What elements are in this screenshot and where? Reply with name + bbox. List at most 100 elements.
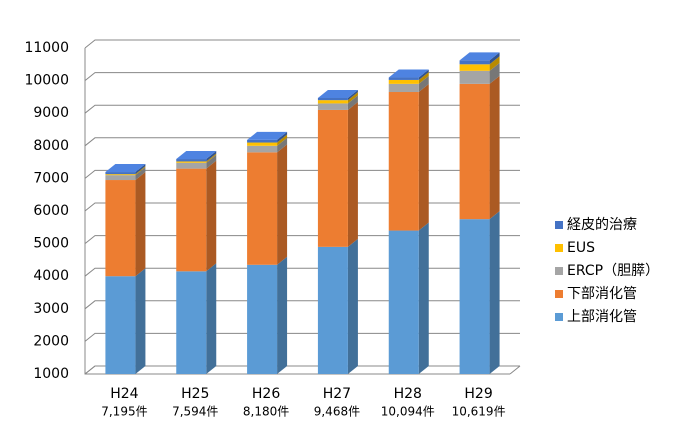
bar-top xyxy=(247,131,288,140)
bar-depth xyxy=(206,263,217,374)
bar-segment xyxy=(247,139,278,143)
bar-depth xyxy=(277,137,288,153)
bar-segment xyxy=(388,79,419,84)
bar-segment xyxy=(459,60,490,65)
bar-segment xyxy=(388,77,419,80)
legend-label: EUS xyxy=(567,240,595,256)
bar-depth xyxy=(206,160,217,272)
bar-segment xyxy=(247,152,278,265)
x-tick-label: H29 xyxy=(464,386,492,402)
bar-segment xyxy=(317,109,348,247)
bar-depth xyxy=(418,84,429,231)
bar-top xyxy=(317,89,358,98)
bar-segment xyxy=(176,159,207,162)
bar-top xyxy=(388,69,429,78)
bar-segment xyxy=(176,161,207,163)
bar-segment xyxy=(317,246,348,374)
bar-depth xyxy=(489,62,500,84)
grid-line xyxy=(84,104,520,114)
bar-top xyxy=(459,52,500,61)
grid-line xyxy=(84,72,520,81)
bar-depth xyxy=(206,153,217,163)
bar-depth xyxy=(135,164,146,175)
bar-depth xyxy=(277,134,288,146)
bar-depth xyxy=(347,238,358,374)
total-label: 10,619件 xyxy=(452,405,506,419)
y-tick-label: 9000 xyxy=(33,105,69,121)
bar-segment xyxy=(459,70,490,84)
bar-depth xyxy=(277,131,288,143)
bar-depth xyxy=(418,75,429,93)
bar-segment xyxy=(388,92,419,231)
bar-segment xyxy=(388,230,419,374)
bar-depth xyxy=(135,167,146,181)
total-label: 10,094件 xyxy=(381,405,435,419)
legend-label: ERCP（胆膵） xyxy=(567,263,659,279)
y-tick-label: 10000 xyxy=(24,73,69,89)
bar-segment xyxy=(317,103,348,110)
y-tick-label: 4000 xyxy=(33,268,69,284)
bar-segment xyxy=(388,83,419,93)
legend-swatch xyxy=(555,267,563,275)
y-tick-label: 1000 xyxy=(33,366,69,382)
bar-depth xyxy=(135,172,146,277)
grid-line xyxy=(84,300,520,310)
bar-depth xyxy=(277,256,288,374)
bar-depth xyxy=(418,69,429,80)
y-tick-label: 5000 xyxy=(33,236,69,252)
grid-line xyxy=(84,39,520,49)
x-tick-label: H25 xyxy=(181,386,209,402)
legend-label: 上部消化管 xyxy=(567,309,637,325)
bar-depth xyxy=(418,71,429,84)
bar-segment xyxy=(317,97,348,101)
x-tick-label: H24 xyxy=(110,386,138,402)
grid-line xyxy=(84,235,520,244)
total-label: 7,594件 xyxy=(172,405,218,419)
x-tick-label: H28 xyxy=(394,386,422,402)
y-tick-label: 8000 xyxy=(33,138,69,154)
axis-wall xyxy=(84,48,510,375)
x-tick-label: H27 xyxy=(323,386,351,402)
bar-segment xyxy=(176,168,207,272)
y-tick-label: 3000 xyxy=(33,301,69,317)
bar-segment xyxy=(459,64,490,71)
bar-depth xyxy=(206,154,217,169)
y-tick-label: 6000 xyxy=(33,203,69,219)
bar-top xyxy=(105,164,146,173)
legend-swatch xyxy=(555,290,563,298)
bar-segment xyxy=(176,271,207,374)
bar-depth xyxy=(418,222,429,374)
bar-depth xyxy=(489,211,500,374)
bar-segment xyxy=(247,264,278,374)
legend-swatch xyxy=(555,221,563,229)
floor-edge xyxy=(509,365,521,375)
y-tick-label: 7000 xyxy=(33,170,69,186)
bar-depth xyxy=(489,52,500,65)
legend-swatch xyxy=(555,313,563,321)
bar-segment xyxy=(459,219,490,374)
total-label: 7,195件 xyxy=(101,405,147,419)
bar-top xyxy=(176,151,217,160)
legend-swatch xyxy=(555,244,563,252)
grid-line xyxy=(84,267,520,277)
legend-label: 下部消化管 xyxy=(567,286,637,302)
grid-line xyxy=(84,365,520,375)
x-tick-label: H26 xyxy=(252,386,280,402)
bar-depth xyxy=(347,92,358,104)
grid-line xyxy=(84,169,520,179)
grid-line xyxy=(84,202,520,212)
bar-segment xyxy=(176,162,207,169)
bar-depth xyxy=(135,166,146,176)
y-tick-label: 2000 xyxy=(33,333,69,349)
legend-label: 経皮的治療 xyxy=(567,216,637,233)
bar-depth xyxy=(489,75,500,220)
total-label: 9,468件 xyxy=(314,405,360,419)
bar-segment xyxy=(247,145,278,153)
bar-depth xyxy=(277,144,288,265)
bar-segment xyxy=(105,174,136,176)
bar-segment xyxy=(105,175,136,181)
bar-segment xyxy=(247,142,278,146)
bar-depth xyxy=(347,101,358,247)
grid-line xyxy=(84,137,520,147)
